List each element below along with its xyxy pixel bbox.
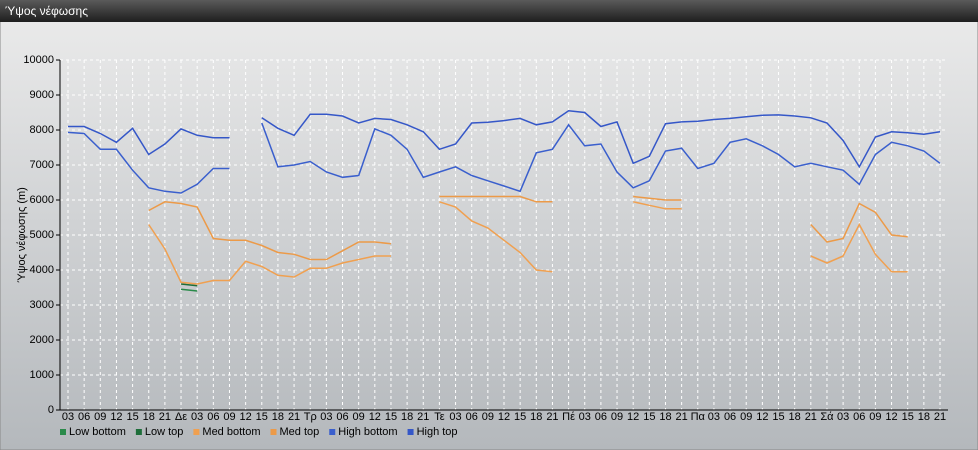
legend-label: High bottom [338, 426, 397, 438]
x-tick-label: 06 [724, 411, 736, 423]
y-tick-label: 4000 [30, 264, 54, 276]
legend-label: Low bottom [69, 426, 126, 438]
header-bar [0, 0, 978, 22]
x-tick-label: 15 [902, 411, 914, 423]
y-tick-label: 8000 [30, 124, 54, 136]
x-tick-label: 03 [320, 411, 332, 423]
y-tick-label: 10000 [23, 54, 54, 66]
x-tick-label: 06 [853, 411, 865, 423]
x-tick-label: 18 [530, 411, 542, 423]
x-tick-label: Τρ [304, 411, 317, 423]
legend-swatch [193, 429, 200, 435]
y-tick-label: 0 [48, 404, 54, 416]
x-tick-label: 12 [756, 411, 768, 423]
x-tick-label: 03 [837, 411, 849, 423]
x-tick-label: 03 [62, 411, 74, 423]
y-tick-label: 9000 [30, 89, 54, 101]
x-tick-label: 21 [288, 411, 300, 423]
x-tick-label: Σά [820, 411, 834, 423]
y-axis-label: Ύψος νέφωσης (m) [16, 187, 28, 283]
x-tick-label: 18 [401, 411, 413, 423]
legend-swatch [60, 429, 66, 435]
x-tick-label: 09 [94, 411, 106, 423]
x-tick-label: 09 [223, 411, 235, 423]
y-tick-label: 5000 [30, 229, 54, 241]
series-line [180, 283, 198, 287]
y-tick-label: 6000 [30, 194, 54, 206]
x-tick-label: 12 [627, 411, 639, 423]
legend-swatch [270, 429, 277, 435]
x-tick-label: 21 [805, 411, 817, 423]
x-tick-label: 18 [272, 411, 284, 423]
x-tick-label: 09 [869, 411, 881, 423]
x-tick-label: Τε [434, 411, 445, 423]
x-tick-label: 03 [708, 411, 720, 423]
x-tick-label: Δε [175, 411, 187, 423]
series-line [148, 201, 908, 285]
x-tick-label: 03 [449, 411, 461, 423]
x-tick-label: 06 [466, 411, 478, 423]
legend-swatch [407, 429, 414, 435]
y-tick-label: 2000 [30, 334, 54, 346]
series-line [67, 122, 941, 194]
x-tick-label: 12 [369, 411, 381, 423]
chart-title: Ύψος νέφωσης [5, 4, 88, 18]
x-tick-label: 06 [595, 411, 607, 423]
x-tick-label: 15 [772, 411, 784, 423]
legend-label: High top [417, 426, 458, 438]
x-tick-label: 15 [126, 411, 138, 423]
y-tick-label: 1000 [30, 369, 54, 381]
x-tick-label: 18 [143, 411, 155, 423]
series-line [148, 195, 908, 261]
x-tick-label: 09 [353, 411, 365, 423]
x-tick-label: 03 [579, 411, 591, 423]
x-tick-label: Πέ [562, 411, 575, 423]
x-tick-label: Πα [691, 411, 706, 423]
x-tick-label: 18 [659, 411, 671, 423]
x-tick-label: 21 [546, 411, 558, 423]
x-tick-label: 12 [885, 411, 897, 423]
series-line [68, 110, 941, 169]
x-tick-label: 15 [385, 411, 397, 423]
x-tick-label: 15 [514, 411, 526, 423]
x-tick-label: 15 [643, 411, 655, 423]
x-tick-label: 12 [498, 411, 510, 423]
y-tick-label: 7000 [30, 159, 54, 171]
y-tick-label: 3000 [30, 299, 54, 311]
x-tick-label: 15 [256, 411, 268, 423]
legend-swatch [135, 429, 142, 435]
x-tick-label: 03 [191, 411, 203, 423]
x-tick-label: 06 [78, 411, 90, 423]
legend-label: Med top [280, 426, 320, 438]
x-tick-label: 06 [207, 411, 219, 423]
x-tick-label: 21 [676, 411, 688, 423]
x-tick-label: 21 [417, 411, 429, 423]
x-tick-label: 09 [611, 411, 623, 423]
x-tick-label: 21 [934, 411, 946, 423]
x-tick-label: 12 [240, 411, 252, 423]
series-line [180, 288, 198, 292]
x-tick-label: 06 [336, 411, 348, 423]
x-tick-label: 12 [110, 411, 122, 423]
legend-swatch [329, 429, 336, 435]
x-tick-label: 18 [918, 411, 930, 423]
x-tick-label: 09 [740, 411, 752, 423]
x-tick-label: 09 [482, 411, 494, 423]
x-tick-label: 21 [159, 411, 171, 423]
legend-label: Low top [145, 426, 184, 438]
x-tick-label: 18 [789, 411, 801, 423]
legend-label: Med bottom [202, 426, 260, 438]
